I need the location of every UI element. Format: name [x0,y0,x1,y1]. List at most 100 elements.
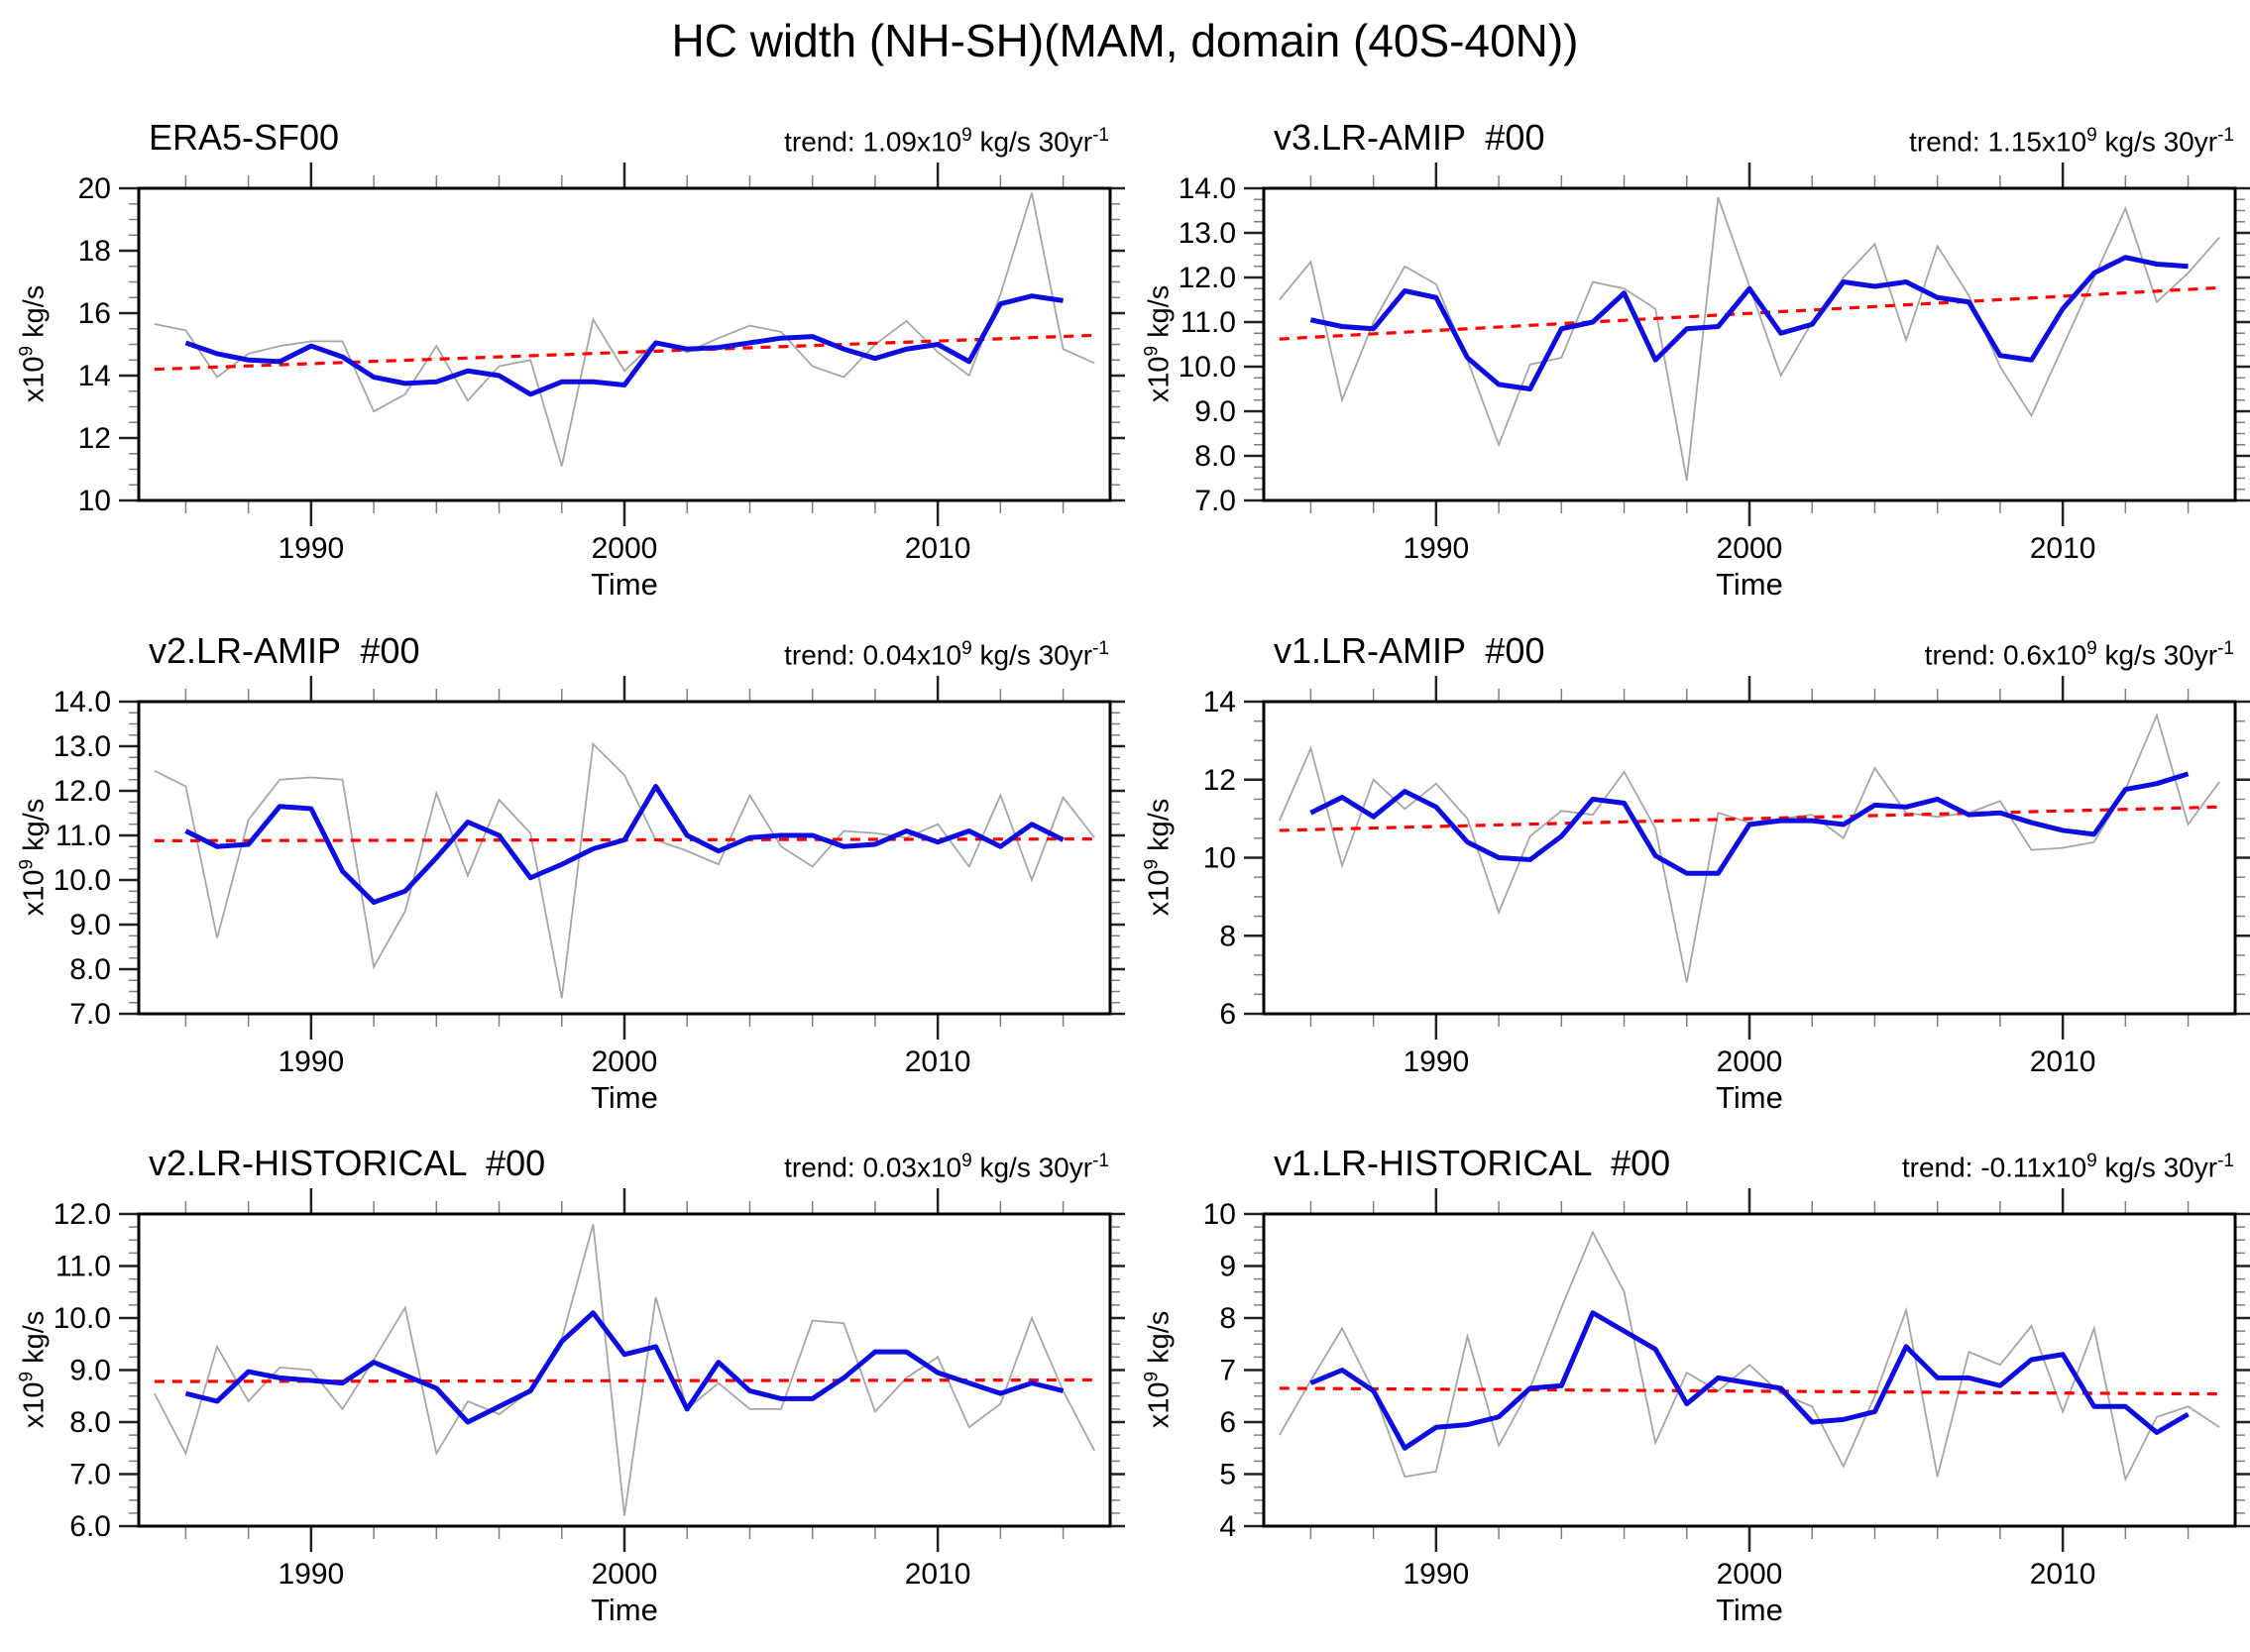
panel-title: v2.LR-AMIP #00 [149,630,420,671]
trend-annotation: trend: 1.15x109 kg/s 30yr-1 [1909,125,2234,158]
svg-text:2000: 2000 [592,1046,658,1078]
trend-units: kg/s 30yr [971,639,1093,671]
trend-units: kg/s 30yr [971,1152,1093,1183]
y-axis-label: x109 kg/s [16,798,51,917]
svg-text:1990: 1990 [278,1558,344,1591]
svg-text:10: 10 [78,485,111,517]
svg-text:6: 6 [1219,998,1236,1031]
svg-text:2000: 2000 [1717,1046,1783,1078]
trend-annotation: trend: 0.6x109 kg/s 30yr-1 [1925,638,2234,671]
panel-title: v2.LR-HISTORICAL #00 [149,1143,546,1183]
svg-text:11.0: 11.0 [56,1251,111,1283]
x-axis-title: Time [591,1080,658,1115]
svg-text:2010: 2010 [2030,1558,2096,1591]
trend-exponent: 9 [2086,1151,2097,1171]
svg-text:10.0: 10.0 [54,864,111,897]
y-axis-label: x109 kg/s [1141,284,1176,403]
svg-text:12.0: 12.0 [1179,262,1236,294]
svg-text:11.0: 11.0 [56,820,111,852]
trend-text: trend: 1.15x10 [1909,126,2087,158]
svg-text:7: 7 [1219,1355,1236,1387]
svg-text:6: 6 [1219,1406,1236,1439]
svg-text:1990: 1990 [1403,1046,1469,1078]
svg-text:18: 18 [78,235,111,268]
trend-exponent-2: -1 [2217,638,2234,659]
svg-text:8.0: 8.0 [1194,440,1236,473]
trend-annotation: trend: -0.11x109 kg/s 30yr-1 [1902,1151,2234,1183]
svg-text:9: 9 [1219,1251,1236,1283]
svg-text:2000: 2000 [1717,532,1783,565]
svg-text:2010: 2010 [905,532,971,565]
svg-text:9.0: 9.0 [69,1355,111,1387]
svg-text:9.0: 9.0 [1194,395,1236,428]
svg-text:2010: 2010 [905,1558,971,1591]
svg-text:12: 12 [78,422,111,455]
trend-text: trend: 0.03x10 [784,1152,962,1183]
svg-text:4: 4 [1219,1510,1236,1543]
panel-v2-lr-historical: 6.0 7.0 8.0 9.0 10.0 11.0 12.0 1990 2000 2010 v2.… [0,1105,1125,1630]
panel-v2-lr-amip: 7.0 8.0 9.0 10.0 11.0 12.0 13.0 14.0 1990 2000 201… [0,593,1125,1118]
svg-text:2010: 2010 [2030,1046,2096,1078]
svg-text:10.0: 10.0 [1179,351,1236,384]
svg-text:2000: 2000 [592,532,658,565]
svg-text:20: 20 [78,172,111,205]
x-axis-title: Time [1716,567,1783,602]
trend-exponent-2: -1 [1092,638,1109,659]
line-chart: 7.0 8.0 9.0 10.0 11.0 12.0 13.0 14.0 1990 2000 201… [1179,163,2250,565]
panel-title: v1.LR-HISTORICAL #00 [1274,1143,1671,1183]
trend-exponent: 9 [961,638,972,659]
line-chart: 7.0 8.0 9.0 10.0 11.0 12.0 13.0 14.0 1990 2000 201… [54,676,1125,1078]
svg-text:14: 14 [78,360,111,392]
svg-text:12: 12 [1203,764,1236,797]
svg-text:8.0: 8.0 [69,1406,111,1439]
trend-units: kg/s 30yr [971,126,1093,158]
trend-exponent-2: -1 [1092,125,1109,146]
svg-text:12.0: 12.0 [54,1198,111,1231]
panel-era5-sf00: 10 12 14 16 18 20 1990 2000 2010 ERA5-SF00 trend… [0,79,1125,605]
svg-text:13.0: 13.0 [1179,217,1236,250]
svg-text:9.0: 9.0 [69,909,111,941]
trend-annotation: trend: 0.03x109 kg/s 30yr-1 [784,1151,1109,1183]
svg-text:8: 8 [1219,920,1236,952]
svg-text:13.0: 13.0 [54,730,111,763]
panel-v1-lr-amip: 6 8 10 12 14 1990 2000 2010 v1.LR-AMIP #00 tren… [1125,593,2250,1118]
trend-text: trend: 0.6x10 [1924,639,2087,671]
svg-text:1990: 1990 [1403,532,1469,565]
trend-text: trend: 1.09x10 [784,126,962,158]
svg-text:10.0: 10.0 [54,1302,111,1335]
svg-text:2010: 2010 [2030,532,2096,565]
trend-units: kg/s 30yr [2096,126,2218,158]
x-axis-title: Time [1716,1080,1783,1115]
svg-text:2010: 2010 [905,1046,971,1078]
trend-annotation: trend: 1.09x109 kg/s 30yr-1 [784,125,1109,158]
panel-title: v3.LR-AMIP #00 [1274,117,1545,158]
x-axis-title: Time [1716,1593,1783,1627]
trend-exponent-2: -1 [1092,1151,1109,1171]
panel-title: v1.LR-AMIP #00 [1274,630,1545,671]
panel-title: ERA5-SF00 [149,117,340,158]
panel-v1-lr-historical: 4 5 6 7 8 9 10 1990 2000 2010 v1.LR-HISTORICAL #0… [1125,1105,2250,1630]
svg-text:1990: 1990 [1403,1558,1469,1591]
svg-text:12.0: 12.0 [54,775,111,808]
svg-text:2000: 2000 [1717,1558,1783,1591]
svg-text:14.0: 14.0 [54,686,111,718]
svg-text:16: 16 [78,297,111,330]
svg-text:8.0: 8.0 [69,953,111,986]
trend-text: trend: 0.04x10 [784,639,962,671]
svg-text:6.0: 6.0 [69,1510,111,1543]
trend-text: trend: -0.11x10 [1901,1152,2087,1183]
svg-text:7.0: 7.0 [1194,485,1236,517]
svg-text:5: 5 [1219,1459,1236,1491]
svg-text:1990: 1990 [278,532,344,565]
trend-annotation: trend: 0.04x109 kg/s 30yr-1 [784,638,1109,671]
line-chart: 10 12 14 16 18 20 1990 2000 2010 [78,163,1125,565]
trend-exponent-2: -1 [2217,1151,2234,1171]
x-axis-title: Time [591,567,658,602]
trend-exponent: 9 [961,1151,972,1171]
svg-text:7.0: 7.0 [69,998,111,1031]
svg-text:11.0: 11.0 [1181,306,1236,339]
trend-exponent-2: -1 [2217,125,2234,146]
y-axis-label: x109 kg/s [16,1310,51,1429]
panel-v3-lr-amip: 7.0 8.0 9.0 10.0 11.0 12.0 13.0 14.0 1990 2000 201… [1125,79,2250,605]
